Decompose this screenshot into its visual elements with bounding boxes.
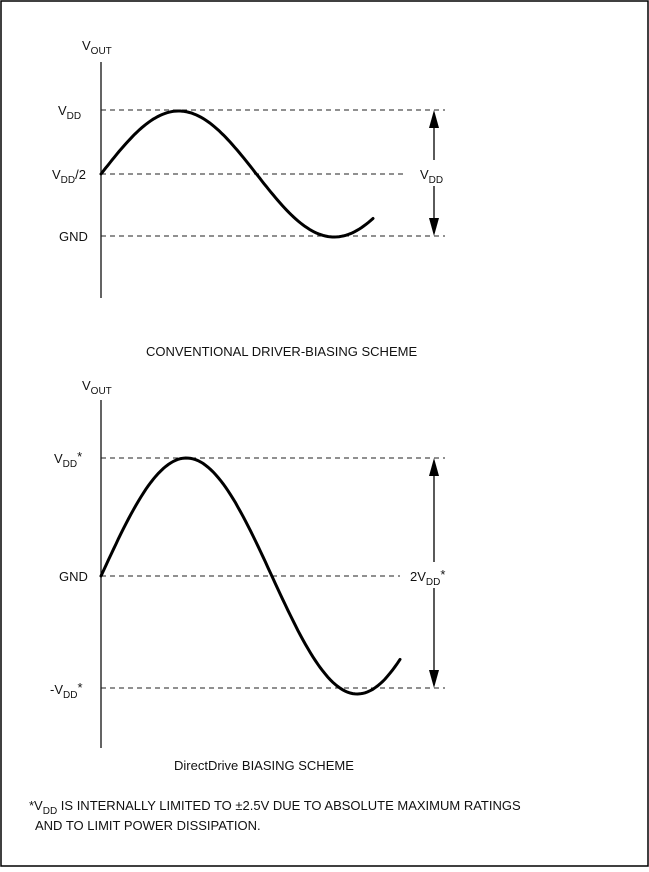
footnote-line-2: AND TO LIMIT POWER DISSIPATION. (35, 818, 261, 833)
bottom-vdd-label: VDD* (54, 449, 82, 470)
top-midpoint-label: VDD/2 (52, 167, 86, 186)
directdrive-diagram: VOUT VDD* GND -VDD* 2VDD* DirectDrive BI… (50, 378, 466, 773)
top-caption: CONVENTIONAL DRIVER-BIASING SCHEME (146, 344, 417, 359)
bottom-y-axis-label: VOUT (82, 378, 112, 397)
bottom-gnd-label: GND (59, 569, 88, 584)
bottom-swing-arrow-head-down (429, 670, 439, 688)
footnote-line-1: *VDD IS INTERNALLY LIMITED TO ±2.5V DUE … (29, 798, 521, 817)
top-swing-arrow-head-up (429, 110, 439, 128)
conventional-diagram: VOUT VDD VDD/2 GND VDD CONVENTIONAL DRIV… (52, 38, 456, 359)
bottom-neg-vdd-label: -VDD* (50, 680, 83, 701)
bottom-sine-wave (99, 456, 402, 696)
top-vdd-label: VDD (58, 103, 81, 122)
bottom-swing-label: 2VDD* (410, 567, 445, 588)
top-swing-label: VDD (420, 167, 443, 186)
bottom-swing-arrow-head-up (429, 458, 439, 476)
top-sine-wave (99, 109, 375, 239)
top-swing-label-bg (412, 160, 456, 186)
bottom-swing-label-bg (406, 562, 466, 588)
footnote: *VDD IS INTERNALLY LIMITED TO ±2.5V DUE … (29, 798, 521, 833)
bottom-caption: DirectDrive BIASING SCHEME (174, 758, 354, 773)
top-swing-arrow-head-down (429, 218, 439, 236)
top-gnd-label: GND (59, 229, 88, 244)
top-y-axis-label: VOUT (82, 38, 112, 57)
